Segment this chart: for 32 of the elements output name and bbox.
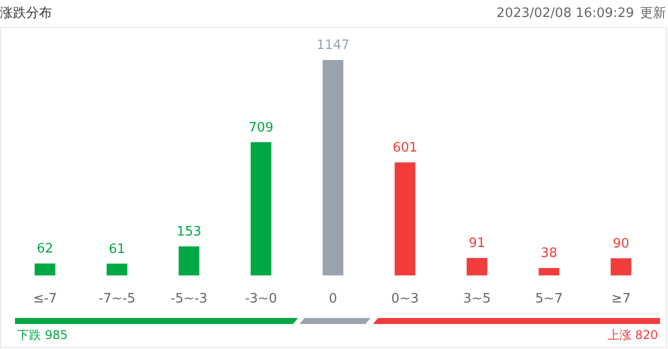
data-label: 153 [176, 224, 202, 240]
chart-title: 涨跌分布 [0, 5, 52, 22]
bar [106, 264, 128, 276]
text: 上涨 820 [607, 327, 658, 344]
chart-subtitle: 2023/02/08 16:09:29 [496, 6, 634, 21]
data-label: 62 [36, 242, 54, 257]
data-label: 61 [108, 242, 126, 257]
data-label: 601 [392, 140, 418, 156]
x-tick-label: -3~0 [244, 292, 278, 307]
x-tick-label: ≤-7 [33, 292, 57, 307]
bar [34, 263, 56, 276]
bar [178, 246, 200, 276]
x-tick-label: 0 [328, 292, 338, 307]
bar [466, 258, 488, 276]
bar [538, 268, 560, 276]
text: 更新 [640, 6, 666, 21]
bar [394, 162, 416, 276]
data-label: 1147 [316, 38, 350, 54]
bar [322, 60, 344, 276]
data-label: 38 [540, 246, 558, 262]
x-tick-label: ≥7 [611, 292, 631, 307]
x-tick-label: -5~-3 [170, 292, 208, 307]
text: 下跌 985 [17, 327, 68, 344]
x-tick-label: 5~7 [535, 292, 563, 307]
x-tick-label: -7~-5 [98, 292, 136, 307]
data-label: 90 [612, 236, 630, 252]
data-label: 91 [468, 236, 486, 252]
bar [610, 258, 632, 276]
x-tick-label: 0~3 [391, 292, 419, 307]
bar [250, 142, 272, 276]
data-label: 709 [248, 120, 274, 136]
x-tick-label: 3~5 [463, 292, 491, 307]
